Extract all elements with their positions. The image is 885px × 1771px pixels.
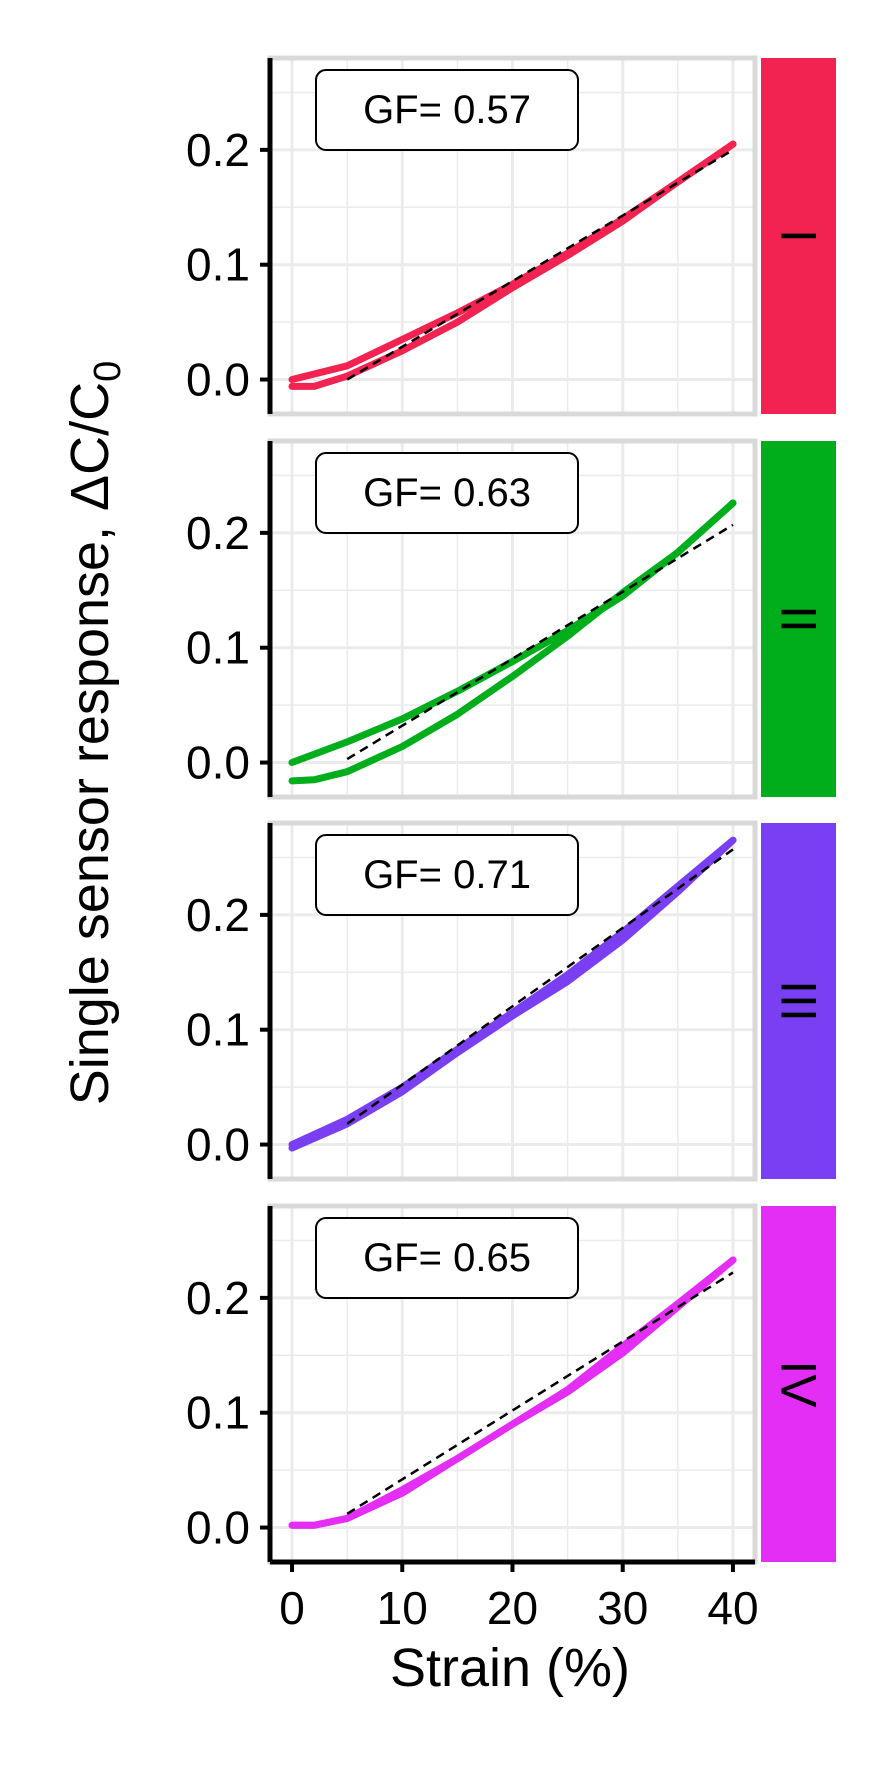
y-tick-label: 0.2 (186, 1272, 250, 1324)
linear-fit-line (346, 848, 734, 1125)
linear-fit-line (346, 523, 734, 761)
y-tick-label: 0.2 (186, 889, 250, 941)
annotation-box (315, 69, 579, 151)
y-tick-label: 0.2 (186, 124, 250, 176)
facet-strip (761, 58, 836, 414)
facet-strip-label: II (771, 605, 827, 633)
y-tick-label: 0.0 (186, 737, 250, 789)
facet-strip (761, 823, 836, 1179)
gf-annotation: GF= 0.71 (315, 834, 579, 916)
annotation-text: GF= 0.57 (363, 88, 531, 132)
y-tick-label: 0.0 (186, 354, 250, 406)
gf-annotation: GF= 0.63 (315, 452, 579, 534)
panel-3: 0.0 0.1 0.2 GF= 0.71 III (186, 820, 836, 1182)
series-loading-line (288, 1256, 737, 1529)
y-tick-label: 0.1 (186, 622, 250, 674)
facet-strip (761, 1206, 836, 1562)
x-tick-label: 10 (377, 1582, 428, 1634)
facet-strip-label: I (771, 229, 827, 243)
x-tick-label: 20 (487, 1582, 538, 1634)
x-axis-label: Strain (%) (390, 1638, 630, 1698)
annotation-text: GF= 0.71 (363, 853, 531, 897)
annotation-text: GF= 0.65 (363, 1236, 531, 1280)
gf-annotation: GF= 0.65 (315, 1217, 579, 1299)
annotation-text: GF= 0.63 (363, 471, 531, 515)
y-axis-label: Single sensor response, ΔC/C0 (60, 361, 129, 1106)
facet-strip-label: III (771, 980, 827, 1022)
panel-2: 0.0 0.1 0.2 GF= 0.63 II (186, 438, 836, 800)
linear-fit-line (346, 1271, 734, 1515)
annotation-box (315, 834, 579, 916)
y-tick-label: 0.2 (186, 507, 250, 559)
panel-1: 0.0 0.1 0.2 GF= 0.57 I (186, 55, 836, 417)
y-tick-label: 0.1 (186, 1387, 250, 1439)
y-tick-label: 0.0 (186, 1119, 250, 1171)
annotation-box (315, 1217, 579, 1299)
y-tick-label: 0.1 (186, 239, 250, 291)
annotation-box (315, 452, 579, 534)
gf-annotation: GF= 0.57 (315, 69, 579, 151)
facet-strip (761, 441, 836, 797)
grid (270, 823, 755, 1179)
panel-4: 0.0 0.1 0.2 GF= 0.65 IV (186, 1203, 836, 1565)
x-tick-label: 0 (279, 1582, 305, 1634)
x-axis: 0 10 20 30 40 (270, 1559, 759, 1634)
y-tick-label: 0.0 (186, 1502, 250, 1554)
y-tick-label: 0.1 (186, 1004, 250, 1056)
facet-strip-label: IV (771, 1360, 827, 1408)
x-tick-label: 30 (597, 1582, 648, 1634)
x-tick-label: 40 (707, 1582, 758, 1634)
series-loading-line (288, 499, 737, 766)
